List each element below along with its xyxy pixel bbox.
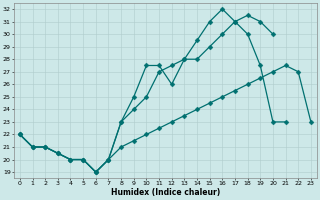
X-axis label: Humidex (Indice chaleur): Humidex (Indice chaleur) bbox=[111, 188, 220, 197]
